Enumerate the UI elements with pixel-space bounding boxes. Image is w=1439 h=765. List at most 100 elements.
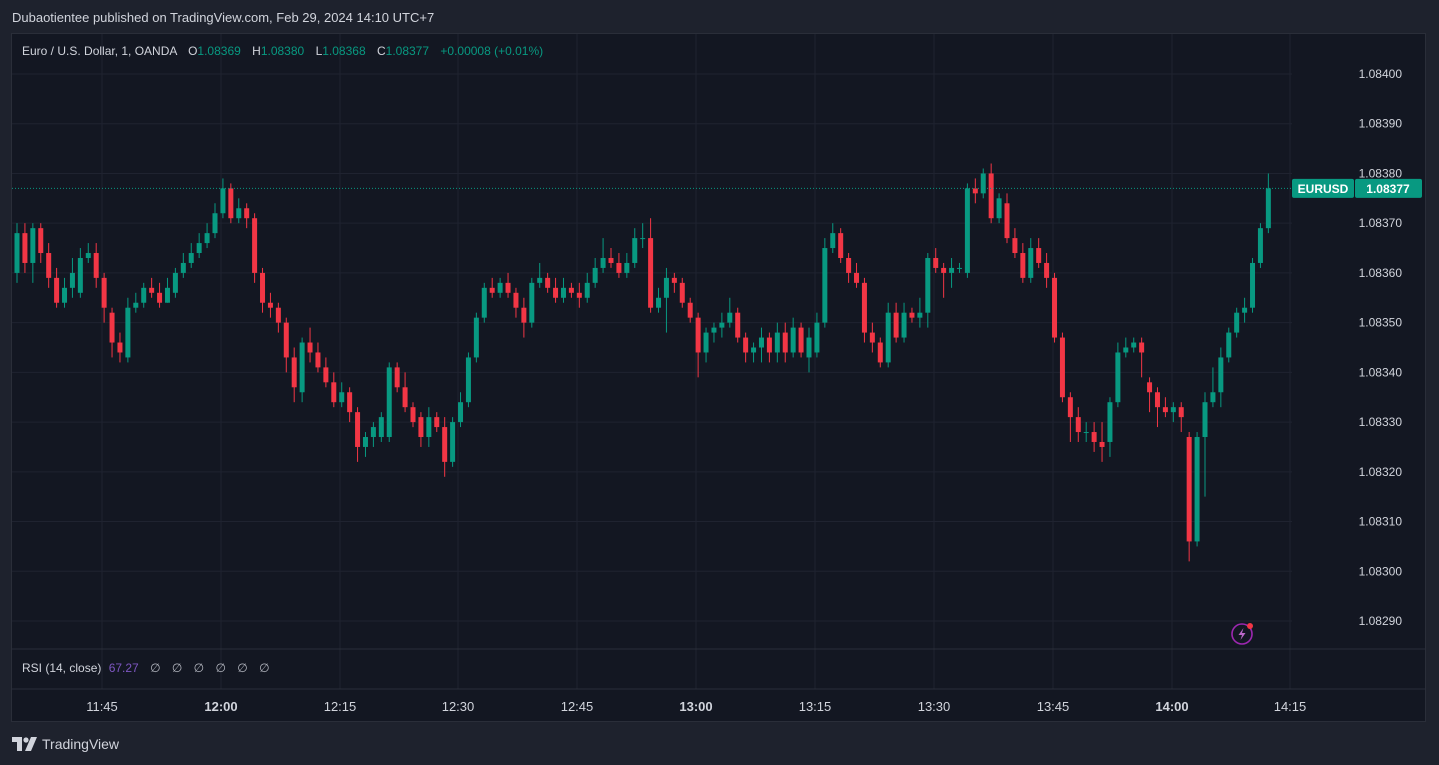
candle-body (267, 302, 273, 308)
candle (608, 248, 614, 268)
candle-body (616, 262, 622, 273)
candle (719, 312, 725, 338)
candle (1202, 392, 1208, 497)
candle (584, 272, 590, 303)
candle (1115, 342, 1121, 408)
open-label: O (188, 44, 198, 58)
candle (362, 432, 368, 457)
candle-body (1242, 307, 1248, 313)
candle (901, 302, 907, 343)
price-tick-label: 1.08370 (1359, 216, 1403, 230)
candle (925, 253, 931, 328)
candle-body (252, 218, 258, 273)
candle (85, 243, 91, 263)
candle-body (299, 342, 305, 393)
high-label: H (252, 44, 261, 58)
brand-name: TradingView (42, 736, 120, 752)
candle (434, 412, 440, 433)
candle (941, 262, 947, 298)
rsi-null-5: ∅ (259, 661, 270, 675)
candle-body (1265, 188, 1271, 229)
candle (497, 277, 503, 298)
candle-body (988, 173, 994, 219)
candle-body (394, 367, 400, 388)
candle (1004, 193, 1010, 244)
candle-body (830, 233, 836, 249)
candle-body (85, 253, 91, 258)
candle (1044, 253, 1050, 288)
candle-body (1012, 238, 1018, 254)
candle-body (1115, 352, 1121, 403)
candle-body (1162, 407, 1168, 413)
price-tick-label: 1.08290 (1359, 614, 1403, 628)
candlestick-chart[interactable]: 1.08400 1.08390 1.08380 1.08370 1.08360 1.083… (12, 34, 1426, 722)
candle (663, 267, 669, 333)
price-tag-value: 1.08377 (1366, 182, 1410, 196)
candle (1234, 307, 1240, 338)
candle-body (822, 248, 828, 323)
candle (62, 277, 68, 308)
candle (576, 282, 582, 308)
candle-body (774, 332, 780, 353)
candle-body (727, 312, 733, 323)
candle-body (101, 277, 107, 308)
chart-panel[interactable]: 1.08400 1.08390 1.08380 1.08370 1.08360 1.083… (11, 33, 1426, 722)
candle (1012, 228, 1018, 258)
candle (14, 223, 20, 283)
candle (442, 417, 448, 477)
candle (228, 183, 234, 224)
candle (648, 218, 654, 313)
candle (1091, 422, 1097, 452)
candle (592, 257, 598, 288)
candle (236, 198, 242, 224)
candle-body (386, 367, 392, 438)
candle-body (1210, 392, 1216, 403)
candle (1170, 402, 1176, 423)
candle (141, 282, 147, 308)
candle-body (949, 267, 955, 273)
candle-body (513, 292, 519, 308)
lightning-icon[interactable] (1231, 623, 1253, 645)
time-tick-label: 13:30 (918, 699, 951, 714)
grid-lines (12, 34, 1292, 689)
candle-body (1036, 248, 1042, 263)
candle (1067, 392, 1073, 442)
candle-body (426, 417, 432, 438)
candle-body (1250, 262, 1256, 308)
candle-body (283, 322, 289, 358)
candle-body (481, 287, 487, 318)
candle-body (1154, 392, 1160, 408)
candle-body (505, 282, 511, 293)
candle-body (584, 282, 590, 298)
candle (861, 277, 867, 343)
candle (632, 228, 638, 268)
candle (1052, 272, 1058, 343)
candle (743, 332, 749, 363)
candle-body (1067, 397, 1073, 418)
low-label: L (315, 44, 323, 58)
candle-body (576, 292, 582, 298)
candle (996, 193, 1002, 224)
candle-body (331, 382, 337, 403)
candle-body (687, 302, 693, 318)
candle (600, 238, 606, 273)
candle (988, 163, 994, 224)
candle (616, 253, 622, 278)
candle (806, 327, 812, 373)
candle-body (695, 317, 701, 353)
candle (513, 287, 519, 318)
candle-body (640, 238, 646, 240)
time-tick-label: 13:45 (1037, 699, 1070, 714)
tradingview-brand[interactable]: TradingView (12, 736, 119, 752)
change-value: +0.00008 (+0.01%) (440, 44, 544, 58)
candle-body (489, 287, 495, 293)
candle (172, 267, 178, 298)
candle (798, 322, 804, 358)
candle (1059, 332, 1065, 403)
candle-body (307, 342, 313, 353)
candle (458, 392, 464, 428)
candle (1257, 223, 1263, 268)
price-tick-label: 1.08400 (1359, 67, 1403, 81)
candle-body (679, 282, 685, 303)
candle-body (766, 337, 772, 353)
